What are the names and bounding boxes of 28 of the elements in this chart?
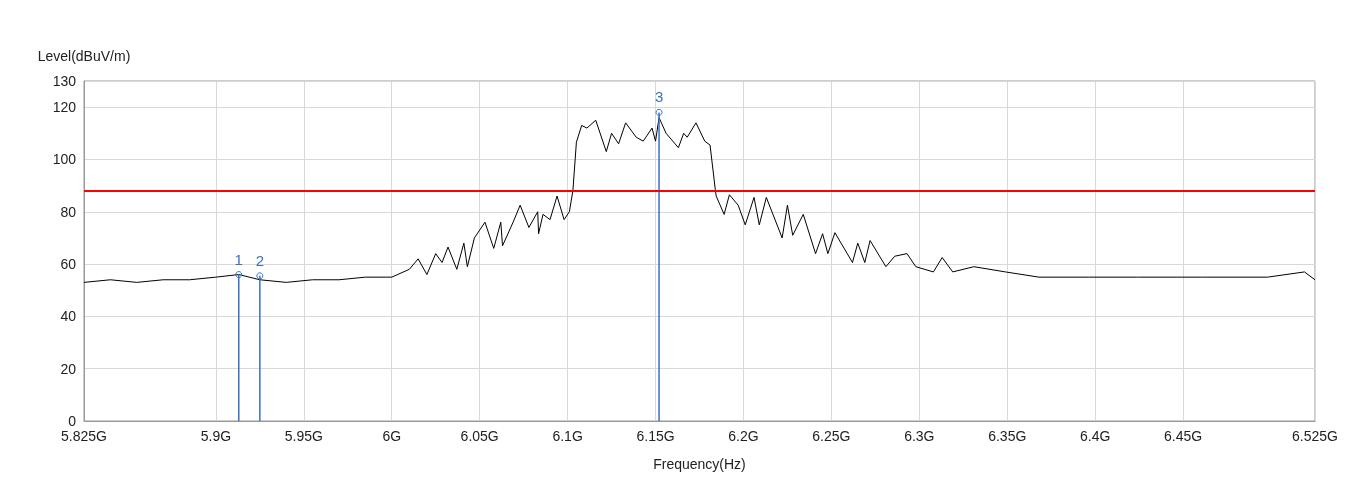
x-tick-label: 5.825G [61,428,107,444]
x-tick-label: 5.9G [200,428,232,444]
x-tick-label: 5.95G [284,428,323,444]
annotation: 1 [234,250,243,268]
x-tick-label: 6.05G [460,428,499,444]
y-tick-label: 20 [60,360,77,377]
x-tick-label: 6.525G [1292,428,1338,444]
x-tick-label: 6.4G [1080,428,1111,444]
y-tick-label: 0 [68,413,77,429]
x-tick-label: 6.3G [904,428,935,444]
line-series [83,117,1316,283]
x-tick-label: 6.25G [812,428,851,444]
annotation: 3 [654,88,664,106]
x-axis-title: Frequency(Hz) [653,456,746,472]
y-tick-label: 120 [52,99,77,116]
x-tick-label: 6.1G [552,428,583,444]
x-tick-label: 6G [382,428,402,444]
y-tick-label: 60 [60,256,77,273]
annotation: 2 [255,251,265,269]
y-tick-label: 40 [60,308,77,325]
y-axis-title: Level(dBuV/m) [37,48,131,64]
y-tick-label: 130 [52,73,77,89]
y-tick-label: 100 [52,151,77,168]
x-tick-label: 6.35G [988,428,1027,444]
x-tick-label: 6.45G [1164,428,1203,444]
x-tick-label: 6.15G [636,428,675,444]
x-tick-label: 6.2G [728,428,759,444]
y-tick-label: 80 [60,203,77,220]
